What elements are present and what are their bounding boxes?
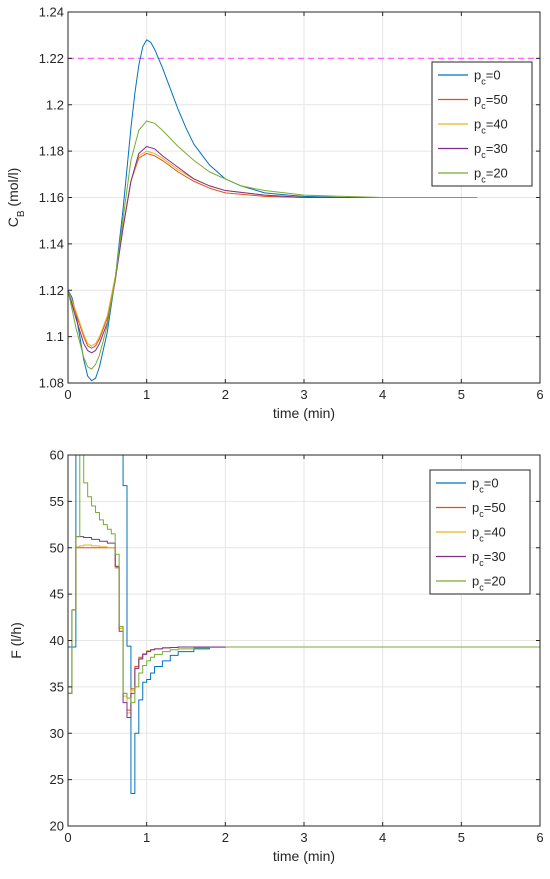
series-line-2 [68, 152, 478, 349]
x-tick-label: 2 [222, 830, 229, 845]
y-tick-label: 25 [50, 772, 64, 787]
legend-label-3: pc=40 [474, 117, 508, 136]
x-tick-label: 3 [300, 830, 307, 845]
x-tick-label: 0 [64, 830, 71, 845]
chart-panel-1: 0 1 2 3 4 5 6 1.08 1.1 1.12 1.14 1.16 1.18 1.2 1.22 1.2… [5, 5, 544, 422]
x-tick-label: 1 [143, 387, 150, 402]
y-tick-label: 60 [50, 448, 64, 463]
y-tick-label: 1.08 [39, 376, 64, 391]
x-tick-label: 4 [379, 387, 386, 402]
x-tick-label: 5 [458, 830, 465, 845]
legend-label-3: pc=40 [472, 525, 506, 544]
y-tick-label: 1.2 [46, 97, 64, 112]
legend-label-2: pc=50 [474, 92, 508, 111]
data-layer [68, 39, 540, 382]
legend-label-2: pc=50 [472, 500, 506, 519]
y-axis-label: F (l/h) [8, 622, 24, 659]
y-tick-label: 1.14 [39, 236, 64, 251]
x-axis-label: time (min) [273, 848, 335, 864]
series-line-1 [68, 39, 478, 382]
series-line-5 [68, 455, 540, 704]
y-tick-label: 30 [50, 726, 64, 741]
x-tick-label: 2 [222, 387, 229, 402]
legend-label-4: pc=30 [474, 141, 508, 160]
legend-label-1: pc=0 [474, 68, 501, 87]
series-line-4 [68, 145, 478, 354]
data-layer [68, 455, 540, 795]
x-axis-label: time (min) [273, 405, 335, 421]
series-line-1 [68, 455, 540, 795]
legend: pc=0 pc=50 pc=40 pc=30 pc=20 [431, 61, 533, 187]
legend-label-1: pc=0 [472, 476, 499, 495]
x-tick-label: 6 [536, 387, 543, 402]
legend-label-5: pc=20 [472, 574, 506, 593]
y-tick-label: 1.1 [46, 329, 64, 344]
x-tick-label: 0 [64, 387, 71, 402]
y-tick-label: 1.18 [39, 144, 64, 159]
legend-label-5: pc=20 [474, 166, 508, 185]
y-tick-label: 1.24 [39, 5, 64, 20]
x-tick-label: 4 [379, 830, 386, 845]
y-axis-label: CB (mol/l) [5, 168, 27, 228]
y-tick-label: 1.12 [39, 283, 64, 298]
y-tick-label: 1.16 [39, 190, 64, 205]
x-tick-label: 6 [536, 830, 543, 845]
y-tick-label: 35 [50, 679, 64, 694]
series-line-4 [68, 536, 540, 718]
x-tick-label: 3 [300, 387, 307, 402]
series-line-5 [68, 120, 478, 370]
x-tick-label: 5 [458, 387, 465, 402]
y-tick-label: 40 [50, 633, 64, 648]
legend: pc=0 pc=50 pc=40 pc=30 pc=20 [429, 469, 531, 595]
y-tick-label: 55 [50, 494, 64, 509]
y-tick-label: 50 [50, 540, 64, 555]
y-tick-label: 45 [50, 587, 64, 602]
x-tick-label: 1 [143, 830, 150, 845]
y-tick-label: 20 [50, 819, 64, 834]
legend-label-4: pc=30 [472, 549, 506, 568]
y-tick-label: 1.22 [39, 51, 64, 66]
